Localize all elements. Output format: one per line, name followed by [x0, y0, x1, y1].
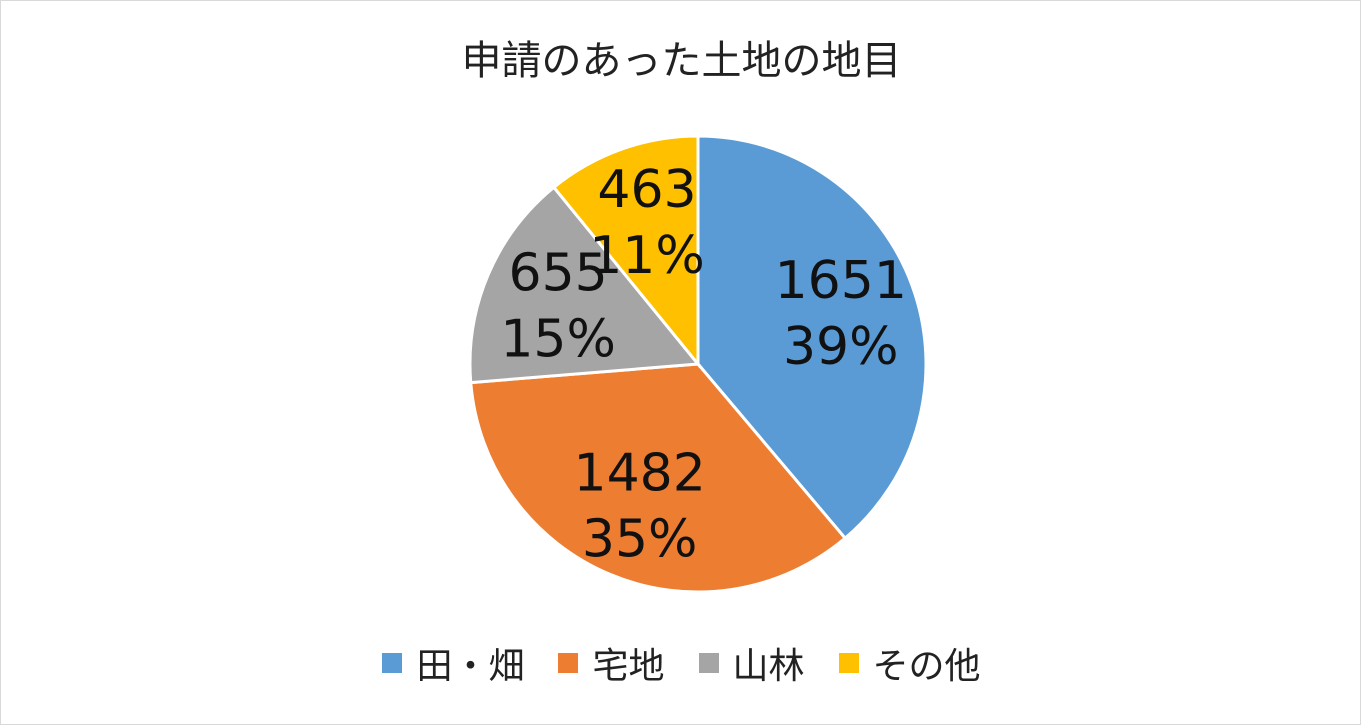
legend-item-0: 田・畑: [382, 637, 524, 689]
legend-swatch-1: [558, 653, 579, 673]
legend-label-2: 山林: [732, 646, 805, 687]
pie-slice-2: [468, 185, 701, 385]
pie-percent-label-0: 39%: [783, 317, 899, 377]
legend: 田・畑 宅地 山林 その他: [1, 633, 1361, 693]
pie-slice-0: [696, 134, 928, 541]
legend-item-1: 宅地: [558, 637, 665, 689]
legend-item-3: その他: [838, 637, 981, 689]
pie-percent-label-2: 15%: [500, 309, 616, 369]
legend-swatch-3: [838, 653, 859, 673]
pie-value-label-0: 1651: [775, 251, 907, 311]
legend-label-1: 宅地: [592, 646, 665, 687]
pie-value-label-2: 655: [509, 243, 608, 303]
pie-percent-label-1: 35%: [582, 509, 698, 569]
legend-swatch-0: [382, 653, 403, 673]
pie-value-label-3: 463: [597, 160, 696, 220]
pie-slice-1: [469, 362, 848, 594]
pie-slice-3: [551, 134, 700, 369]
pie-percent-label-3: 11%: [589, 226, 705, 286]
legend-swatch-2: [698, 653, 719, 673]
legend-label-3: その他: [872, 646, 981, 687]
legend-label-0: 田・畑: [416, 646, 525, 687]
pie-value-label-1: 1482: [573, 443, 705, 503]
legend-item-2: 山林: [698, 637, 805, 689]
chart-title: 申請のあった土地の地目: [461, 38, 902, 84]
